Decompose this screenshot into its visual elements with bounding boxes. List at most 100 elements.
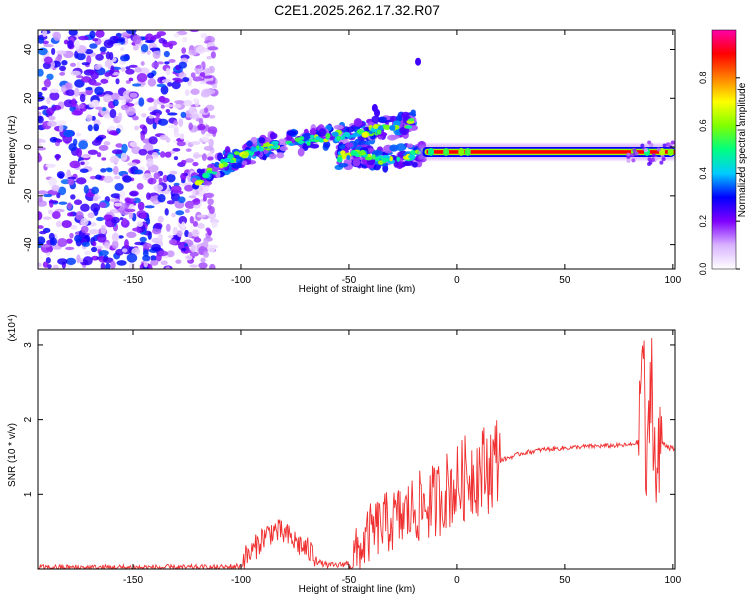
heatmap-cell	[207, 244, 216, 253]
heatmap-cell	[74, 87, 80, 97]
heatmap-cell	[395, 143, 407, 152]
heatmap-cell	[152, 200, 159, 205]
heatmap-cell	[109, 155, 120, 164]
heatmap-cell	[204, 185, 210, 193]
heatmap-cell	[184, 184, 194, 192]
heatmap-cell	[81, 62, 90, 66]
heatmap-cell	[42, 216, 52, 220]
heatmap-cell	[91, 255, 100, 261]
heatmap-cell	[150, 243, 161, 251]
heatmap-cell	[183, 101, 193, 107]
heatmap-cell	[630, 153, 635, 158]
heatmap-cell	[345, 152, 353, 157]
heatmap-outlier	[415, 57, 422, 66]
heatmap-cell	[211, 171, 218, 175]
heatmap-cell	[76, 75, 84, 79]
heatmap-cell	[168, 43, 174, 50]
heatmap-cell	[57, 258, 68, 265]
heatmap-cell	[87, 124, 93, 132]
heatmap-cell	[75, 211, 84, 221]
heatmap-cell	[173, 120, 178, 126]
heatmap-cell	[110, 216, 120, 224]
heatmap-cell	[113, 175, 121, 180]
heatmap-cell	[38, 111, 42, 117]
heatmap-cell	[342, 153, 347, 160]
heatmap-cell	[372, 124, 379, 130]
heatmap-cell	[111, 240, 119, 249]
heatmap-cell	[180, 111, 187, 119]
heatmap-cell	[158, 177, 163, 184]
heatmap-cell	[166, 250, 175, 258]
x-tick-label: 50	[559, 275, 571, 286]
heatmap-cell	[51, 47, 56, 56]
heatmap-cell	[146, 217, 151, 225]
x-tick-label: -150	[123, 275, 143, 286]
heatmap-cell	[286, 130, 297, 136]
heatmap-cell	[92, 99, 100, 108]
heatmap-cell	[202, 75, 213, 79]
heatmap-cell	[66, 169, 71, 177]
heatmap-cell	[41, 86, 48, 91]
heatmap-cell	[153, 172, 161, 180]
y-tick-label: 3	[23, 342, 34, 348]
heatmap-cell	[189, 113, 200, 120]
heatmap-cell	[167, 112, 178, 116]
heatmap-cell	[661, 157, 666, 162]
x-tick-label: 0	[454, 575, 460, 586]
heatmap-cell	[103, 141, 111, 146]
heatmap-cell	[132, 115, 139, 121]
heatmap-cell	[113, 43, 122, 47]
heatmap-cell	[173, 33, 180, 38]
snr-series-line	[38, 338, 675, 569]
heatmap-cell	[258, 137, 266, 144]
heatmap-cell	[48, 177, 57, 187]
heatmap-cell	[140, 61, 145, 66]
heatmap-cell	[55, 120, 67, 126]
heatmap-cell	[250, 146, 256, 152]
x-tick-label: 100	[664, 575, 681, 586]
heatmap-cell	[80, 161, 85, 165]
heatmap-cell	[336, 156, 343, 163]
heatmap-cell	[38, 138, 44, 143]
heatmap-cell	[65, 89, 76, 97]
heatmap-cell	[69, 232, 74, 239]
heatmap-cell	[271, 140, 279, 145]
heatmap-cell	[78, 104, 85, 109]
heatmap-cell	[58, 201, 68, 205]
heatmap-cell	[308, 138, 316, 142]
heatmap-cell	[345, 142, 354, 148]
heatmap-cell	[60, 85, 67, 93]
heatmap-cell	[84, 250, 92, 256]
heatmap-cell	[115, 143, 124, 148]
heatmap-cell	[306, 141, 311, 146]
x-tick-label: -150	[123, 575, 143, 586]
heatmap-cell	[176, 141, 186, 147]
heatmap-cell	[138, 97, 145, 107]
colorbar-tick-label: 0.6	[698, 119, 708, 132]
heatmap-cell	[164, 104, 175, 108]
heatmap-cell	[184, 208, 190, 214]
x-tick-label: -50	[342, 575, 357, 586]
heatmap-cell	[338, 145, 346, 150]
heatmap-cell	[203, 145, 214, 151]
heatmap-cell	[55, 220, 62, 228]
heatmap-cell	[63, 129, 74, 138]
heatmap-cell	[195, 65, 202, 69]
heatmap-cell	[104, 59, 113, 68]
heatmap-cell	[153, 98, 158, 108]
heatmap-cell	[139, 81, 146, 86]
heatmap-cell	[65, 238, 73, 244]
heatmap-cell	[87, 212, 95, 219]
heatmap-cell	[269, 132, 278, 140]
heatmap-cell	[136, 221, 144, 227]
heatmap-cell	[120, 152, 128, 162]
heatmap-cell	[309, 134, 315, 139]
colorbar-scale	[711, 29, 737, 270]
heatmap-cell	[147, 78, 157, 87]
heatmap-cell	[202, 172, 209, 179]
heatmap-cell	[78, 140, 89, 150]
heatmap-cell	[223, 157, 231, 163]
heatmap-cell	[208, 138, 214, 148]
spectrogram-xlabel: Height of straight line (km)	[299, 284, 416, 295]
